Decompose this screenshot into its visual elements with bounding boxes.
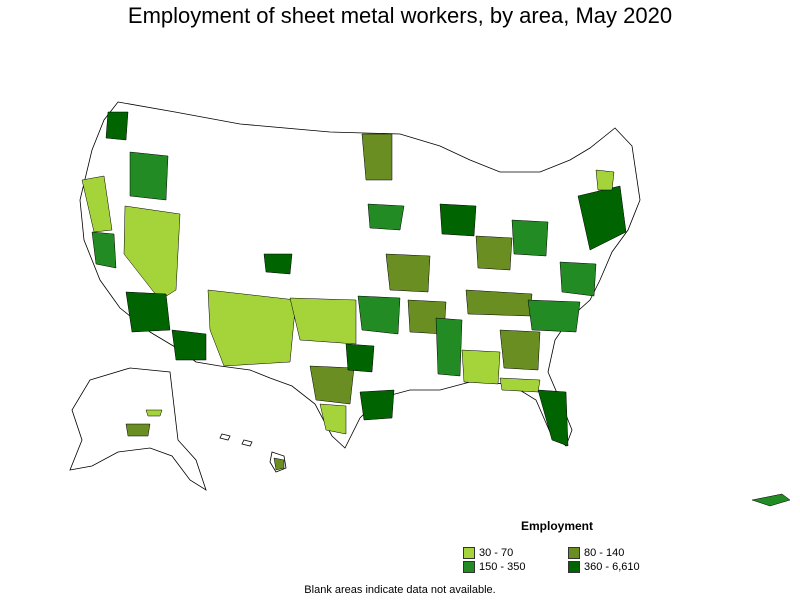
area-kansas <box>385 253 431 293</box>
area-north-dakota <box>361 133 393 181</box>
area-ohio <box>511 219 549 257</box>
area-colorado <box>263 253 293 275</box>
area-dallas <box>345 343 375 373</box>
legend-label: 80 - 140 <box>584 547 625 559</box>
area-hawaii-big-island <box>273 457 285 471</box>
area-florida <box>537 389 569 447</box>
area-virginia <box>559 261 597 297</box>
area-nevada <box>123 205 181 301</box>
legend-label: 360 - 6,610 <box>584 561 640 573</box>
footnote: Blank areas indicate data not available. <box>304 584 496 596</box>
area-texas-panhandle <box>289 297 357 345</box>
hawaii-islands-small <box>219 433 253 447</box>
area-phoenix <box>125 291 171 333</box>
legend: Employment 30 - 70 80 - 140 150 - 350 36… <box>463 519 663 573</box>
area-bay-area <box>91 231 117 269</box>
area-tucson <box>171 329 207 361</box>
area-mississippi <box>435 317 463 377</box>
legend-title: Employment <box>521 519 594 533</box>
area-chicago <box>439 203 477 237</box>
area-seattle <box>105 111 129 141</box>
legend-item-30-70: 30 - 70 <box>463 547 568 559</box>
legend-item-150-350: 150 - 350 <box>463 561 568 573</box>
area-oregon <box>129 151 169 201</box>
area-alaska-central <box>145 409 163 417</box>
legend-label: 150 - 350 <box>479 561 526 573</box>
map-title: Employment of sheet metal workers, by ar… <box>127 3 673 28</box>
area-northern-california <box>81 175 113 233</box>
area-carolinas <box>527 299 581 333</box>
area-houston <box>359 389 395 421</box>
legend-item-80-140: 80 - 140 <box>568 547 668 559</box>
map-areas <box>81 111 627 471</box>
legend-label: 30 - 70 <box>479 547 514 559</box>
area-tennessee <box>465 289 533 317</box>
puerto-rico <box>751 493 791 507</box>
area-florida-panhandle <box>499 377 541 393</box>
legend-swatch <box>463 547 475 559</box>
area-indiana <box>475 235 513 271</box>
area-central-texas <box>309 365 355 405</box>
area-oklahoma <box>357 295 401 335</box>
legend-swatch <box>568 547 580 559</box>
area-maine <box>595 169 615 191</box>
legend-swatch <box>568 561 580 573</box>
legend-swatch <box>463 561 475 573</box>
area-alaska-south <box>125 423 151 437</box>
area-west-texas <box>319 403 347 435</box>
area-georgia <box>499 329 541 371</box>
area-minnesota <box>367 203 405 231</box>
area-alabama <box>461 349 501 385</box>
legend-items: 30 - 70 80 - 140 150 - 350 360 - 6,610 <box>463 547 663 573</box>
legend-item-360-6610: 360 - 6,610 <box>568 561 668 573</box>
area-new-mexico <box>207 289 297 367</box>
